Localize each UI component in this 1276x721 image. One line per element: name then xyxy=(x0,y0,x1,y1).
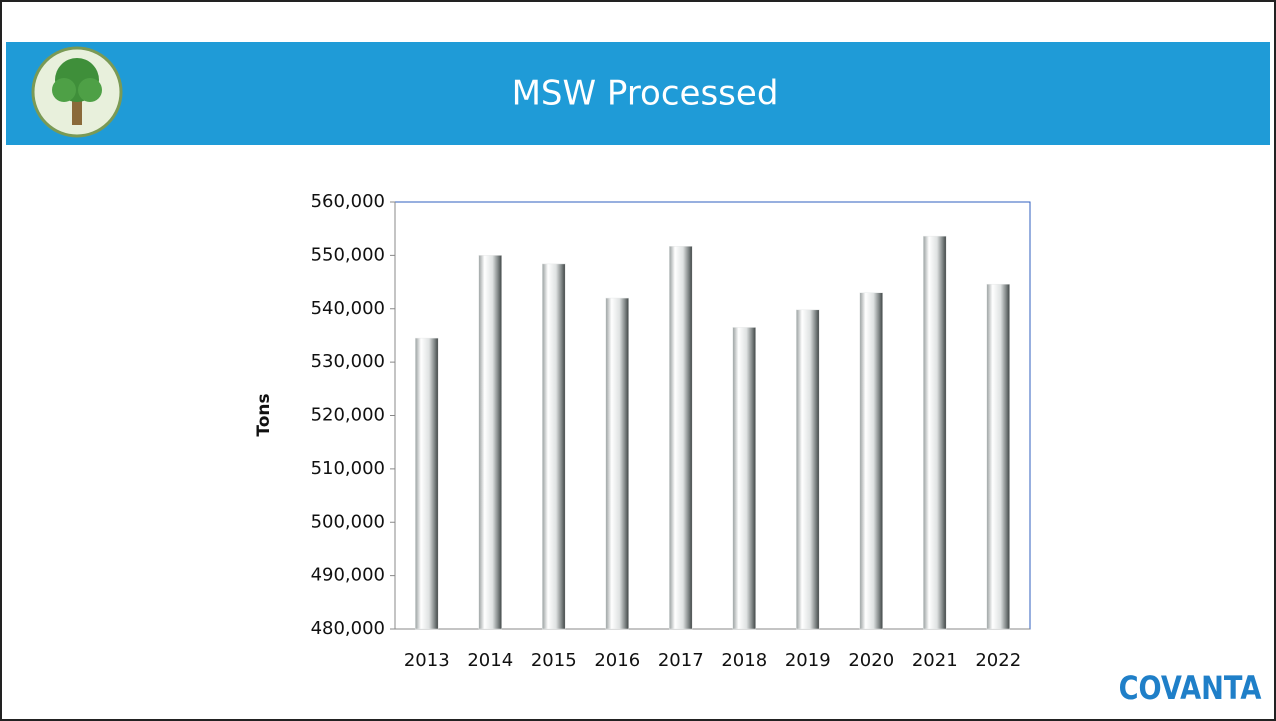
bar xyxy=(415,337,439,630)
x-tick-label: 2021 xyxy=(912,650,958,671)
bar xyxy=(669,246,693,630)
x-tick-label: 2020 xyxy=(848,650,894,671)
y-tick-label: 540,000 xyxy=(311,298,385,319)
chart-title: MSW Processed xyxy=(512,74,779,114)
x-tick-label: 2015 xyxy=(531,650,577,671)
y-tick-label: 560,000 xyxy=(311,191,385,212)
bar xyxy=(796,309,820,630)
bar xyxy=(923,235,947,630)
logo xyxy=(31,46,123,138)
bar xyxy=(859,292,883,630)
x-tick-label: 2017 xyxy=(658,650,704,671)
bar xyxy=(732,327,756,630)
x-tick-label: 2022 xyxy=(975,650,1021,671)
x-tick-label: 2014 xyxy=(467,650,513,671)
x-tick-label: 2019 xyxy=(785,650,831,671)
bar xyxy=(986,283,1010,630)
y-tick-label: 550,000 xyxy=(311,244,385,265)
bar xyxy=(542,263,566,630)
y-tick-label: 480,000 xyxy=(311,618,385,639)
x-tick-label: 2016 xyxy=(594,650,640,671)
x-tick-label: 2018 xyxy=(721,650,767,671)
y-axis-label: Tons xyxy=(254,393,274,436)
y-tick-label: 490,000 xyxy=(311,565,385,586)
brand-logo: COVANTA xyxy=(1119,670,1262,708)
bar xyxy=(605,297,629,630)
y-tick-label: 510,000 xyxy=(311,458,385,479)
y-tick-label: 500,000 xyxy=(311,511,385,532)
bar xyxy=(478,255,502,630)
y-tick-label: 520,000 xyxy=(311,405,385,426)
y-tick-label: 530,000 xyxy=(311,351,385,372)
x-tick-label: 2013 xyxy=(404,650,450,671)
header-band xyxy=(6,42,1270,145)
